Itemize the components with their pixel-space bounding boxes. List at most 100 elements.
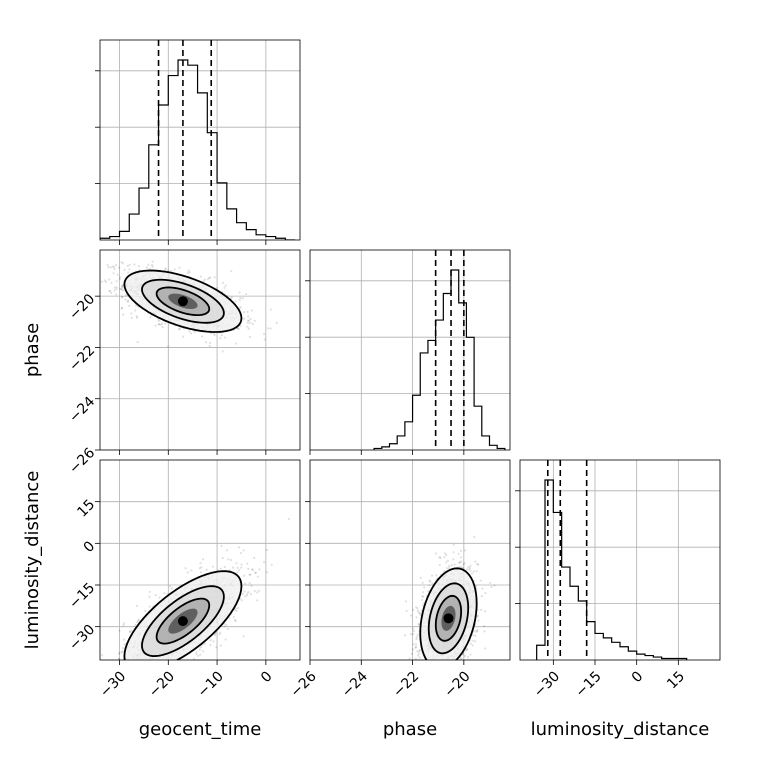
sample-point (123, 643, 126, 646)
sample-point (445, 667, 447, 669)
sample-point (202, 280, 205, 283)
sample-point (151, 265, 154, 268)
sample-point (157, 323, 160, 326)
sample-point (128, 672, 130, 674)
sample-point (411, 648, 415, 651)
tick-label-phase: −26 (288, 668, 320, 700)
sample-point (122, 313, 125, 316)
sample-point (462, 666, 464, 668)
sample-point (126, 299, 130, 302)
sample-point (418, 612, 421, 615)
sample-point (421, 598, 424, 601)
histogram-panel-geocent_time (95, 39, 301, 245)
sample-point (252, 568, 255, 571)
sample-point (423, 675, 425, 677)
sample-point (182, 335, 185, 338)
sample-point (468, 566, 471, 570)
sample-point (121, 285, 124, 288)
sample-point (454, 663, 456, 665)
sample-point (120, 288, 123, 291)
sample-point (244, 582, 247, 585)
tick-label-luminosity_distance: 0 (81, 538, 99, 556)
sample-point (122, 624, 125, 627)
sample-point (225, 549, 229, 552)
density-peak (177, 296, 188, 307)
tick-label-luminosity_distance: −15 (573, 668, 605, 700)
sample-point (158, 319, 161, 323)
sample-point (124, 298, 127, 301)
sample-point (469, 569, 472, 572)
sample-point (186, 271, 189, 275)
sample-point (464, 649, 468, 652)
sample-point (118, 657, 121, 660)
sample-point (442, 664, 444, 666)
sample-point (213, 332, 216, 335)
sample-point (427, 672, 429, 674)
sample-point (223, 625, 226, 628)
tick-label-phase: −26 (66, 445, 98, 477)
sample-point (152, 668, 154, 670)
sample-point (199, 646, 203, 649)
sample-point (122, 622, 126, 625)
sample-point (253, 590, 256, 593)
sample-point (234, 342, 237, 345)
sample-point (120, 261, 123, 264)
sample-point (455, 667, 457, 669)
sample-point (409, 614, 413, 617)
sample-point (464, 549, 467, 552)
sample-point (170, 587, 174, 590)
sample-point (199, 275, 202, 278)
sample-point (136, 316, 139, 319)
panel-plot-area (100, 40, 300, 240)
sample-point (452, 543, 455, 546)
tick-label-geocent_time: −10 (195, 668, 227, 700)
sample-point (262, 561, 266, 564)
sample-point (115, 288, 118, 291)
sample-point (439, 660, 441, 662)
sample-point (137, 619, 140, 622)
sample-point (473, 536, 476, 539)
sample-point (442, 695, 444, 697)
sample-point (416, 609, 420, 612)
sample-point (247, 327, 250, 330)
sample-point (412, 632, 415, 635)
tick-label-phase: −20 (441, 668, 473, 700)
sample-point (470, 572, 474, 575)
scatter-panel-geocent_time-vs-phase: −26 −24 −22 −20 (66, 249, 301, 477)
density-peak (443, 613, 454, 624)
sample-point (435, 574, 438, 577)
sample-point (415, 643, 418, 646)
tick-label-luminosity_distance: 15 (74, 497, 98, 521)
sample-point (159, 323, 163, 326)
sample-point (474, 630, 477, 633)
sample-point (409, 633, 413, 636)
sample-point (250, 568, 254, 571)
sample-point (430, 687, 432, 689)
sample-point (445, 665, 447, 667)
sample-point (145, 266, 148, 269)
sample-point (422, 595, 425, 598)
sample-point (219, 631, 222, 634)
sample-point (414, 645, 418, 649)
sample-point (238, 569, 241, 572)
sample-point (248, 335, 252, 339)
sample-point (445, 561, 448, 564)
sample-point (208, 344, 211, 348)
sample-point (429, 674, 431, 676)
sample-point (465, 647, 469, 650)
sample-point (431, 680, 433, 682)
sample-point (209, 643, 212, 647)
sample-point (240, 566, 243, 569)
sample-point (149, 668, 151, 670)
sample-point (111, 661, 113, 663)
sample-point (213, 276, 216, 279)
contour-1 (141, 278, 225, 324)
sample-point (460, 566, 463, 569)
sample-point (144, 609, 147, 613)
sample-point (151, 670, 153, 672)
sample-point (411, 627, 414, 630)
sample-point (148, 595, 151, 598)
sample-point (229, 558, 233, 562)
sample-point (415, 616, 418, 619)
sample-point (425, 668, 427, 670)
